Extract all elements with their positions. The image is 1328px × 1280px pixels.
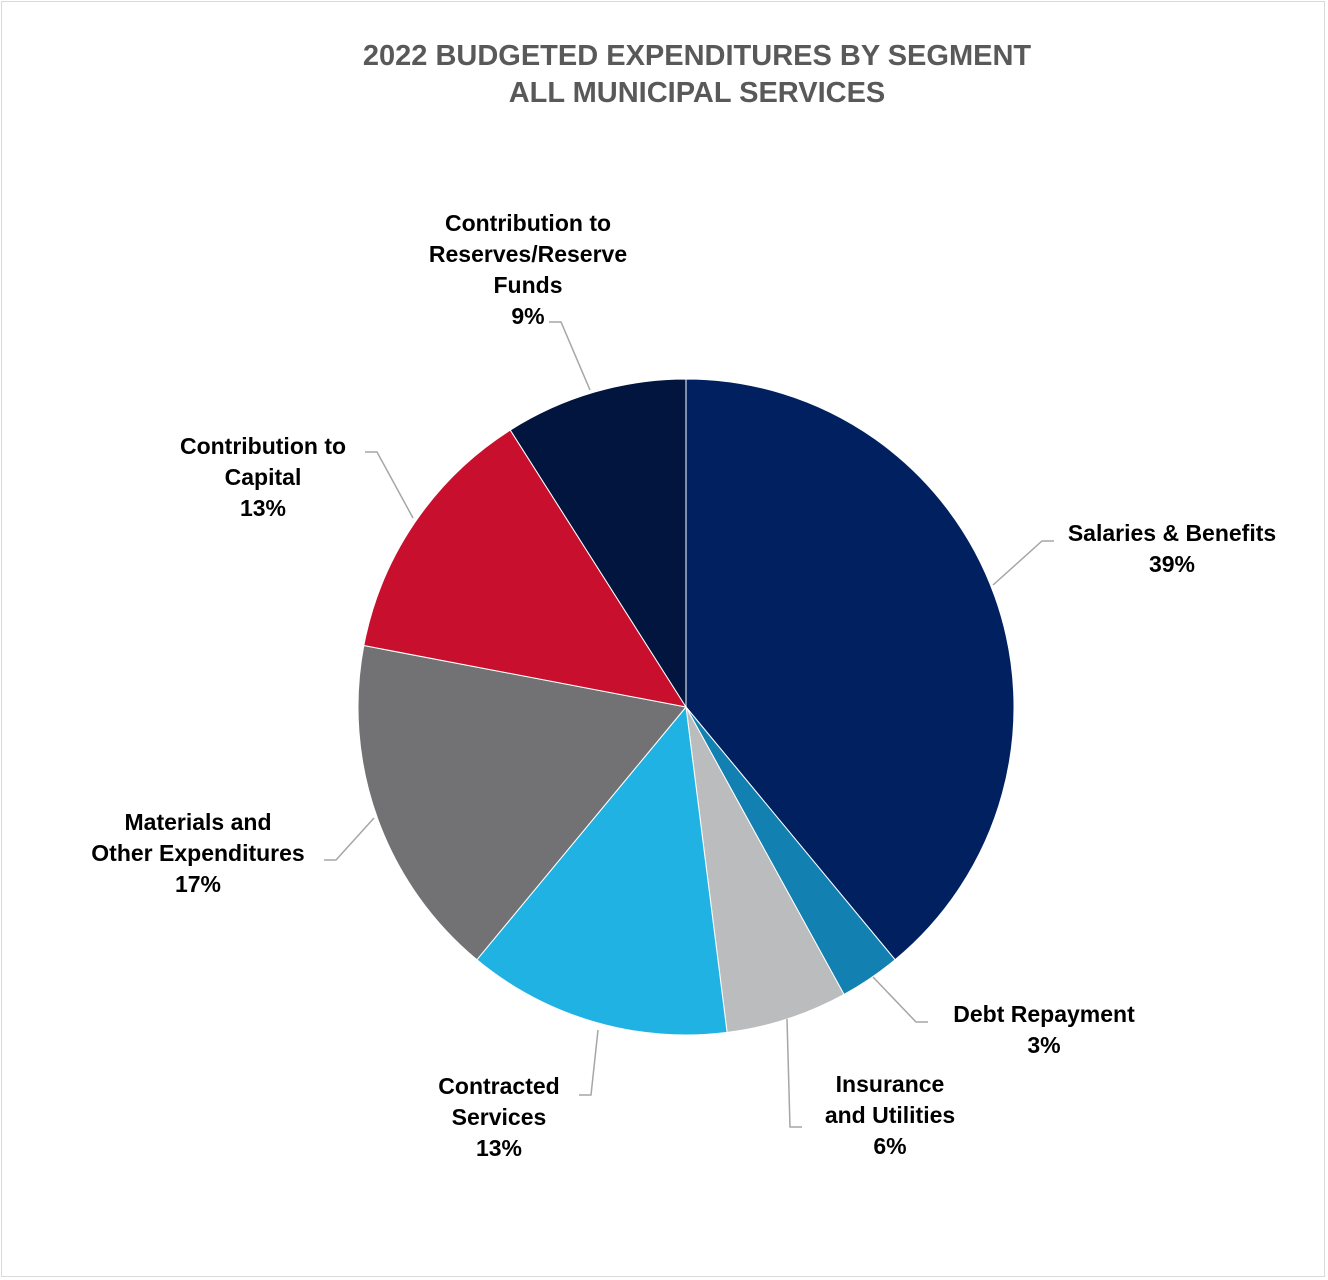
pie-slice-3 (685, 706, 845, 1033)
slice-label-3-line-1: Insurance (836, 1071, 945, 1097)
slice-label-4-line-1: Contracted (438, 1073, 559, 1099)
leader-line-3 (786, 1018, 802, 1128)
pie-slice-1 (685, 378, 1015, 961)
leader-line-5 (324, 817, 375, 861)
leader-line-1 (992, 540, 1054, 586)
pie-slices (357, 378, 1015, 1036)
slice-label-6-line-3: 13% (240, 495, 286, 521)
slice-label-5-line-3: 17% (175, 871, 221, 897)
slice-label-3-line-3: 6% (873, 1133, 906, 1159)
slice-label-5-line-2: Other Expenditures (91, 840, 304, 866)
slice-labels: Salaries & Benefits 39% Debt Repayment 3% In… (91, 210, 1276, 1161)
pie-slice-7 (509, 378, 687, 709)
slice-label-2-line-1: Debt Repayment (953, 1001, 1135, 1027)
slice-label-4-line-2: Services (452, 1104, 547, 1130)
leader-line-6 (365, 451, 414, 519)
pie-slice-6 (363, 429, 688, 708)
slice-label-7-line-3: Funds (494, 272, 563, 298)
slice-label-5-line-1: Materials and (125, 809, 272, 835)
slice-label-1-line-1: Salaries & Benefits (1068, 520, 1276, 546)
pie-slice-5 (357, 644, 687, 961)
slice-label-1-line-2: 39% (1149, 551, 1195, 577)
leader-lines (324, 321, 1054, 1128)
leader-line-4 (579, 1029, 599, 1096)
chart-title: 2022 BUDGETED EXPENDITURES BY SEGMENT (363, 40, 1032, 72)
leader-line-7 (549, 321, 591, 391)
slice-label-6-line-1: Contribution to (180, 433, 346, 459)
slice-label-7-line-4: 9% (511, 303, 544, 329)
leader-line-2 (872, 976, 928, 1023)
chart-subtitle: ALL MUNICIPAL SERVICES (509, 77, 886, 109)
slice-label-7-line-1: Contribution to (445, 210, 611, 236)
slice-label-6-line-2: Capital (225, 464, 302, 490)
slice-label-3-line-2: and Utilities (825, 1102, 955, 1128)
pie-slice-4 (476, 705, 728, 1036)
slice-label-7-line-2: Reserves/Reserve (429, 241, 627, 267)
slice-label-4-line-3: 13% (476, 1135, 522, 1161)
slice-label-2-line-2: 3% (1027, 1032, 1060, 1058)
